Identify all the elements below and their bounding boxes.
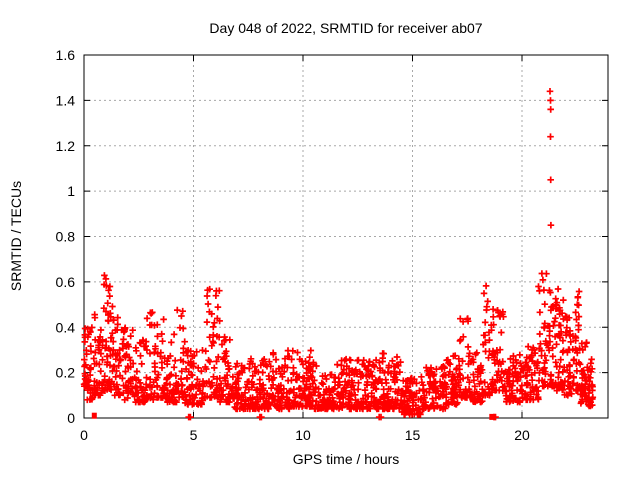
x-tick-label: 0 xyxy=(80,427,88,443)
x-tick-label: 10 xyxy=(295,427,311,443)
x-tick-labels: 0 5 10 15 20 xyxy=(80,427,530,443)
zero-square-marker xyxy=(489,413,495,420)
scatter-points xyxy=(80,88,597,421)
y-tick-label: 0.6 xyxy=(56,274,76,290)
y-tick-label: 1.6 xyxy=(56,47,76,63)
y-tick-label: 1 xyxy=(67,183,75,199)
y-tick-label: 1.2 xyxy=(56,138,76,154)
y-tick-label: 0.2 xyxy=(56,365,76,381)
chart-title: Day 048 of 2022, SRMTID for receiver ab0… xyxy=(209,20,482,36)
x-axis-label: GPS time / hours xyxy=(293,451,400,467)
y-tick-label: 1.4 xyxy=(56,92,76,108)
y-tick-label: 0.8 xyxy=(56,229,76,245)
y-axis-label: SRMTID / TECUs xyxy=(8,181,24,291)
y-tick-labels: 0 0.2 0.4 0.6 0.8 1 1.2 1.4 1.6 xyxy=(56,47,76,426)
y-tick-label: 0.4 xyxy=(56,319,76,335)
x-tick-label: 15 xyxy=(405,427,421,443)
x-tick-label: 20 xyxy=(514,427,530,443)
y-tick-label: 0 xyxy=(67,410,75,426)
zero-square-marker xyxy=(91,412,97,419)
x-tick-label: 5 xyxy=(190,427,198,443)
